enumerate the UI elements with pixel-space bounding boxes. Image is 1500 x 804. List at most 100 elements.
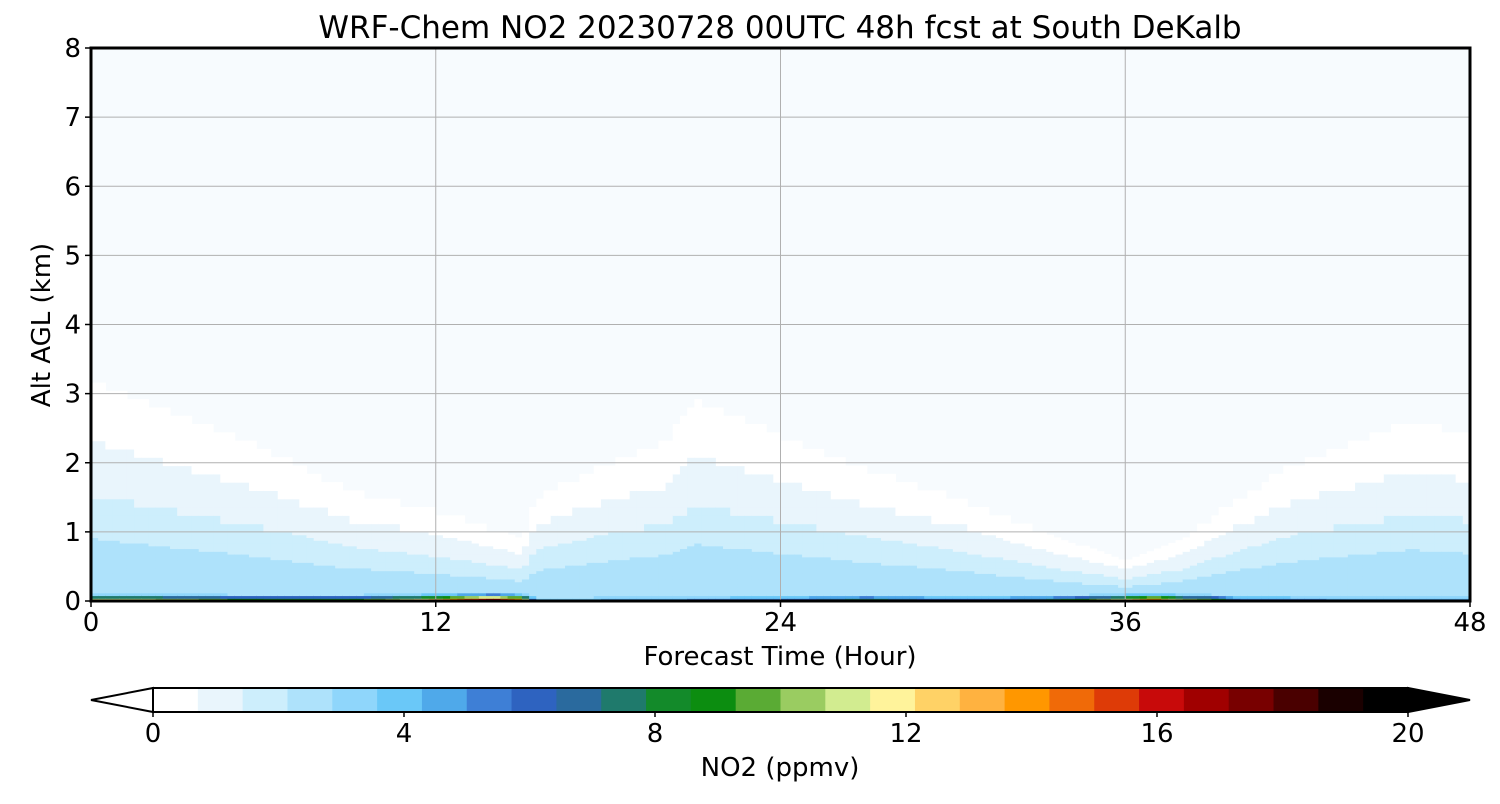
field-cell: [320, 506, 329, 516]
field-cell: [450, 573, 458, 577]
field-cell: [349, 589, 358, 594]
field-cell: [249, 490, 257, 500]
field-cell: [651, 537, 659, 541]
field-cell: [1232, 531, 1241, 536]
field-cell: [249, 498, 257, 508]
field-cell: [1060, 584, 1069, 588]
field-cell: [1132, 573, 1141, 577]
field-cell: [565, 556, 573, 561]
field-cell: [1003, 531, 1011, 536]
field-cell: [687, 573, 695, 577]
field-cell: [658, 534, 667, 538]
field-cell: [636, 587, 645, 591]
field-cell: [557, 559, 566, 563]
field-cell: [112, 415, 121, 425]
field-cell: [809, 448, 818, 458]
field-cell: [550, 548, 559, 552]
field-cell: [1031, 584, 1040, 588]
field-cell: [399, 545, 408, 550]
field-cell: [399, 570, 408, 574]
field-cell: [313, 584, 322, 588]
field-cell: [249, 554, 257, 558]
field-cell: [952, 540, 961, 544]
field-cell: [414, 556, 422, 561]
field-cell: [299, 573, 308, 577]
field-cell: [816, 589, 825, 594]
field-cell: [1189, 559, 1198, 563]
field-cell: [407, 515, 415, 525]
field-cell: [421, 559, 430, 563]
field-cell: [744, 448, 753, 458]
field-cell: [227, 589, 236, 594]
field-cell: [227, 578, 236, 583]
field-cell: [349, 490, 358, 500]
field-cell: [758, 554, 767, 558]
field-cell: [442, 542, 451, 547]
field-cell: [471, 540, 480, 544]
field-cell: [1017, 581, 1026, 585]
field-cell: [658, 551, 667, 555]
field-cell: [471, 576, 480, 580]
field-cell: [270, 581, 279, 585]
field-cell: [148, 407, 157, 417]
field-cell: [442, 576, 451, 580]
field-cell: [787, 490, 796, 500]
field-cell: [342, 537, 351, 541]
field-cell: [1053, 540, 1062, 544]
field-cell: [715, 415, 724, 425]
field-cell: [629, 589, 638, 594]
field-cell: [758, 523, 767, 533]
field-cell: [830, 490, 839, 500]
field-cell: [823, 551, 832, 555]
field-cell: [464, 584, 473, 588]
field-cell: [198, 448, 207, 458]
field-cell: [1046, 540, 1055, 544]
field-cell: [1175, 554, 1184, 558]
field-cell: [363, 587, 372, 591]
field-cell: [263, 556, 272, 561]
field-cell: [622, 473, 631, 483]
field-cell: [414, 584, 422, 588]
field-cell: [1168, 576, 1177, 580]
field-cell: [249, 578, 257, 583]
field-cell: [507, 592, 516, 597]
field-cell: [471, 570, 480, 574]
field-cell: [112, 537, 121, 541]
field-cell: [615, 537, 624, 541]
field-cell: [586, 523, 595, 533]
field-cell: [277, 523, 286, 533]
field-cell: [852, 523, 861, 533]
field-cell: [1161, 584, 1169, 588]
field-cell: [593, 567, 602, 572]
field-cell: [220, 592, 229, 597]
field-cell: [191, 515, 200, 525]
field-cell: [1074, 595, 1083, 599]
field-cell: [205, 578, 214, 583]
field-cell: [191, 562, 200, 566]
field-cell: [126, 567, 135, 572]
field-cell: [672, 540, 681, 544]
field-cell: [234, 506, 243, 516]
field-cell: [708, 523, 717, 533]
field-cell: [126, 506, 135, 516]
field-cell: [787, 531, 796, 536]
field-cell: [263, 482, 272, 491]
field-cell: [1082, 545, 1090, 550]
field-cell: [543, 556, 552, 561]
field-cell: [1182, 587, 1191, 591]
field-cell: [730, 584, 738, 588]
field-cell: [141, 592, 150, 597]
field-cell: [112, 559, 121, 563]
field-cell: [457, 559, 466, 563]
field-cell: [306, 578, 315, 583]
field-cell: [593, 565, 602, 569]
field-cell: [277, 592, 286, 597]
field-cell: [363, 537, 372, 541]
field-cell: [615, 523, 624, 533]
field-cell: [407, 562, 415, 566]
field-cell: [952, 506, 961, 516]
field-cell: [98, 457, 106, 467]
field-cell: [931, 573, 940, 577]
field-cell: [960, 589, 968, 594]
field-cell: [342, 548, 351, 552]
